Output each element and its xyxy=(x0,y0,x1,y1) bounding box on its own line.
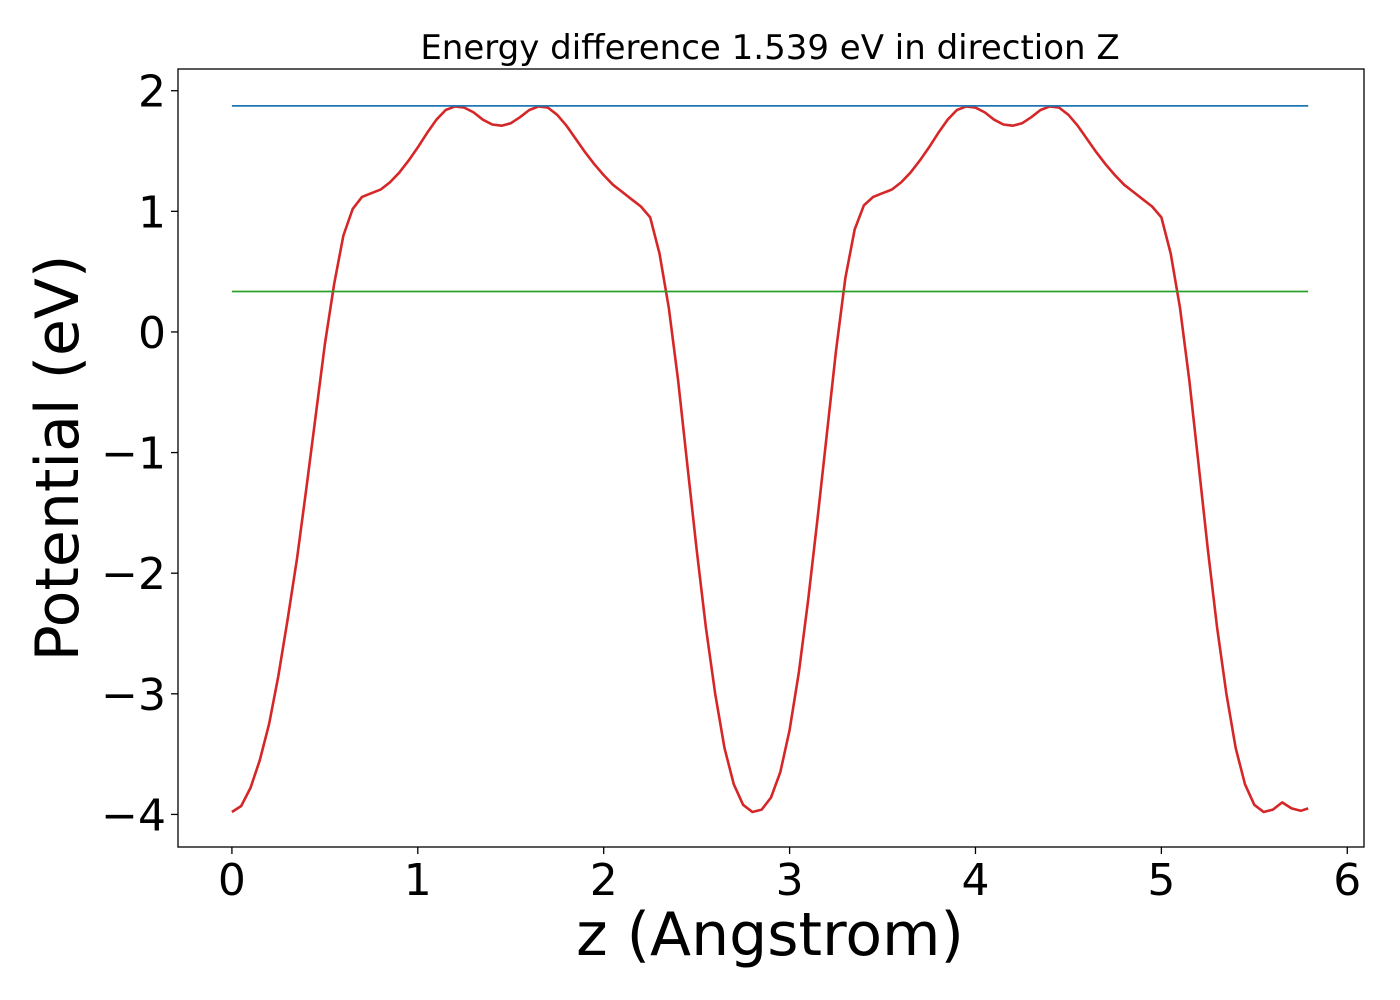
x-tick-label: 1 xyxy=(404,855,432,906)
x-axis-label: z (Angstrom) xyxy=(576,900,964,970)
y-tick-label: 1 xyxy=(138,187,166,238)
plot-series-group xyxy=(231,105,1309,814)
y-tick-label: −1 xyxy=(101,429,166,480)
plot-frame xyxy=(177,68,1365,848)
x-tick-label: 4 xyxy=(961,855,989,906)
x-tick-label: 5 xyxy=(1147,855,1175,906)
y-tick-label: 2 xyxy=(138,67,166,118)
chart-title: Energy difference 1.539 eV in direction … xyxy=(420,28,1119,68)
y-tick-label: −4 xyxy=(101,790,166,841)
x-tick-label: 6 xyxy=(1333,855,1361,906)
x-tick-label: 2 xyxy=(590,855,618,906)
y-tick-label: −3 xyxy=(101,670,166,721)
y-axis: 2 1 0 −1 −2 −3 −4 xyxy=(101,67,178,841)
series-line-0 xyxy=(231,105,1309,814)
x-tick-label: 0 xyxy=(218,855,246,906)
x-axis: 0 1 2 3 4 5 6 xyxy=(218,847,1361,906)
y-tick-label: −2 xyxy=(101,549,166,600)
y-tick-label: 0 xyxy=(138,308,166,359)
y-axis-label: Potential (eV) xyxy=(23,255,93,662)
x-tick-label: 3 xyxy=(776,855,804,906)
